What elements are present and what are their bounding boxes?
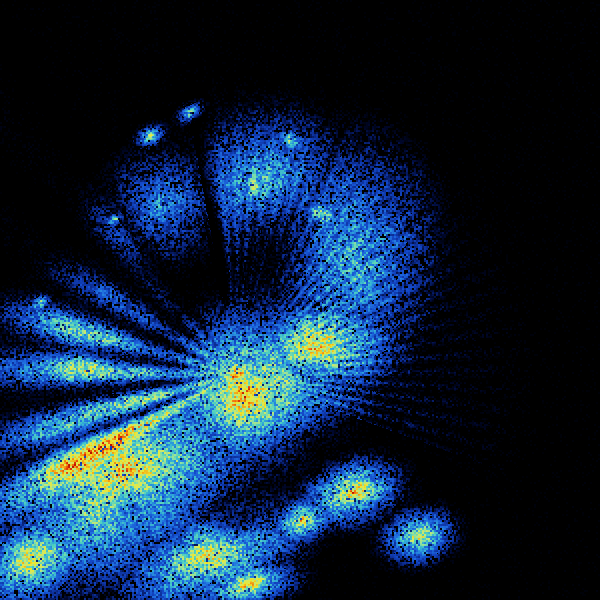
radar-image-viewport [0,0,600,600]
radar-reflectivity-canvas [0,0,600,600]
